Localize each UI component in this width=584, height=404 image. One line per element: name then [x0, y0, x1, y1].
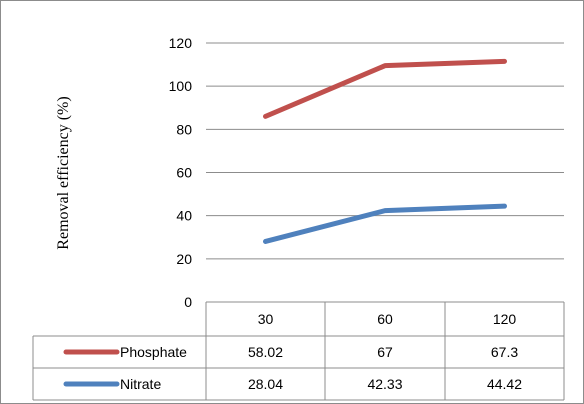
table-value: 67 [377, 344, 393, 360]
y-tick-label: 120 [169, 35, 193, 51]
y-axis-label: Removal efficiency (%) [55, 96, 72, 249]
series-line-phosphate [263, 58, 507, 119]
category-label: 30 [258, 311, 274, 327]
table-value: 58.02 [248, 344, 283, 360]
series-lines [263, 58, 507, 244]
table-value: 67.3 [491, 344, 518, 360]
y-tick-label: 40 [176, 208, 192, 224]
table-value: 42.33 [367, 376, 402, 392]
table-value: 44.42 [487, 376, 522, 392]
table-value: 28.04 [248, 376, 283, 392]
category-label: 60 [377, 311, 393, 327]
data-table: 30 60 120 Phosphate 58.02 67 67.3 Nitrate 28.04 4… [32, 301, 565, 401]
y-tick-label: 100 [169, 78, 193, 94]
y-tick-label: 60 [176, 165, 192, 181]
legend-label: Phosphate [120, 344, 187, 360]
legend-label: Nitrate [120, 376, 161, 392]
y-tick-labels: 0 20 40 60 80 100 120 [169, 35, 193, 310]
y-tick-label: 80 [176, 121, 192, 137]
y-tick-label: 0 [184, 294, 192, 310]
gridlines [206, 42, 564, 303]
series-line-nitrate [263, 203, 507, 244]
category-label: 120 [493, 311, 517, 327]
y-tick-label: 20 [176, 251, 192, 267]
